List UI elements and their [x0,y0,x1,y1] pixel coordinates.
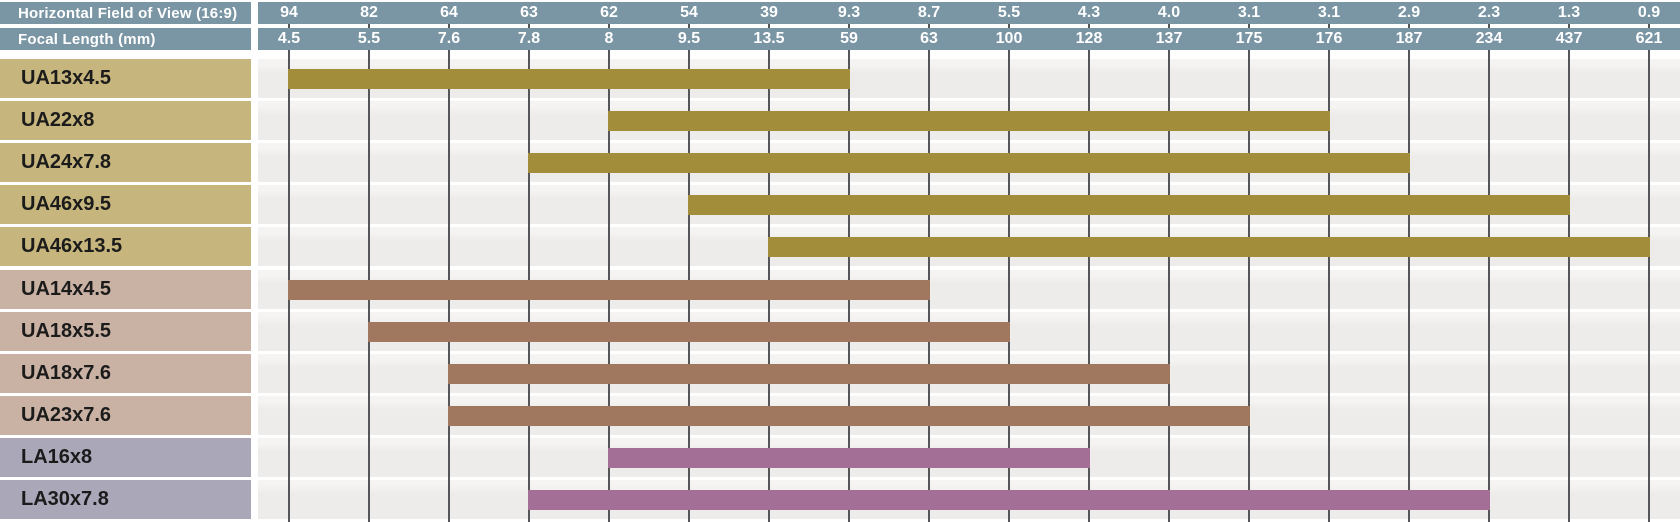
focal-tick-value: 8 [604,30,614,47]
lens-range-bar [608,111,1330,131]
lens-row-label: UA24x7.8 [0,143,251,182]
focal-tick-value: 187 [1395,30,1423,47]
lens-row-label: LA16x8 [0,438,251,477]
lens-row-label: UA46x9.5 [0,185,251,224]
focal-tick-value: 4.5 [277,30,301,47]
header-tick-mark [1408,24,1410,28]
focal-tick-value: 59 [840,30,858,47]
hfov-tick-value: 9.3 [837,4,861,21]
gridline [1408,50,1410,522]
focal-tick-value: 7.8 [517,30,541,47]
lens-range-bar [528,153,1410,173]
lens-row-label: LA30x7.8 [0,480,251,519]
lens-range-bar [288,69,850,89]
focal-tick-value: 437 [1555,30,1583,47]
header-tick-mark [1088,24,1090,28]
gridline [1488,50,1490,522]
gridline [1088,50,1090,522]
hfov-tick-value: 82 [360,4,378,21]
header-tick-mark [528,24,530,28]
hfov-tick-value: 1.3 [1557,4,1581,21]
header-tick-mark [1168,24,1170,28]
header-tick-mark [288,24,290,28]
header-tick-mark [1648,24,1650,28]
focal-axis-label: Focal Length (mm) [0,28,251,50]
hfov-tick-value: 2.9 [1397,4,1421,21]
gridline [1008,50,1010,522]
header-tick-mark [1248,24,1250,28]
lens-range-bar [768,237,1650,257]
header-tick-mark [768,24,770,28]
lens-range-bar [288,280,930,300]
header-tick-mark [928,24,930,28]
lens-range-bar [608,448,1090,468]
header-tick-mark [448,24,450,28]
hfov-tick-value: 39 [760,4,778,21]
lens-range-bar [448,364,1170,384]
header-tick-mark [1488,24,1490,28]
gridline [1248,50,1250,522]
hfov-tick-value: 3.1 [1317,4,1341,21]
focal-tick-value: 5.5 [357,30,381,47]
hfov-tick-value: 5.5 [997,4,1021,21]
focal-tick-value: 234 [1475,30,1503,47]
gridline [1328,50,1330,522]
lens-row-label: UA14x4.5 [0,270,251,309]
header-tick-mark [368,24,370,28]
hfov-tick-value: 0.9 [1637,4,1661,21]
lens-range-bar [688,195,1570,215]
gridline [1168,50,1170,522]
lens-row-label: UA23x7.6 [0,396,251,435]
lens-row-label: UA13x4.5 [0,59,251,98]
hfov-tick-value: 94 [280,4,298,21]
hfov-tick-value: 64 [440,4,458,21]
focal-tick-value: 137 [1155,30,1183,47]
focal-tick-value: 63 [920,30,938,47]
focal-axis-bar [258,28,1680,50]
hfov-tick-value: 3.1 [1237,4,1261,21]
focal-tick-value: 621 [1635,30,1663,47]
hfov-tick-value: 2.3 [1477,4,1501,21]
hfov-axis-label: Horizontal Field of View (16:9) [0,2,251,24]
focal-tick-value: 175 [1235,30,1263,47]
focal-tick-value: 7.6 [437,30,461,47]
hfov-tick-value: 8.7 [917,4,941,21]
hfov-tick-value: 62 [600,4,618,21]
header-tick-mark [608,24,610,28]
hfov-tick-value: 4.0 [1157,4,1181,21]
hfov-tick-value: 4.3 [1077,4,1101,21]
hfov-tick-value: 63 [520,4,538,21]
header-tick-mark [1328,24,1330,28]
hfov-axis-bar [258,2,1680,24]
focal-tick-value: 13.5 [753,30,785,47]
header-tick-mark [1568,24,1570,28]
header-tick-mark [688,24,690,28]
hfov-tick-value: 54 [680,4,698,21]
lens-row-label: UA18x7.6 [0,354,251,393]
focal-tick-value: 128 [1075,30,1103,47]
gridline [1648,50,1650,522]
lens-range-bar [448,406,1250,426]
lens-row-label: UA22x8 [0,101,251,140]
header-tick-mark [848,24,850,28]
gridline [1568,50,1570,522]
focal-tick-value: 100 [995,30,1023,47]
lens-range-bar [528,490,1490,510]
focal-tick-value: 176 [1315,30,1343,47]
focal-tick-value: 9.5 [677,30,701,47]
lens-range-bar [368,322,1010,342]
lens-row-label: UA18x5.5 [0,312,251,351]
lens-row-label: UA46x13.5 [0,227,251,266]
header-tick-mark [1008,24,1010,28]
